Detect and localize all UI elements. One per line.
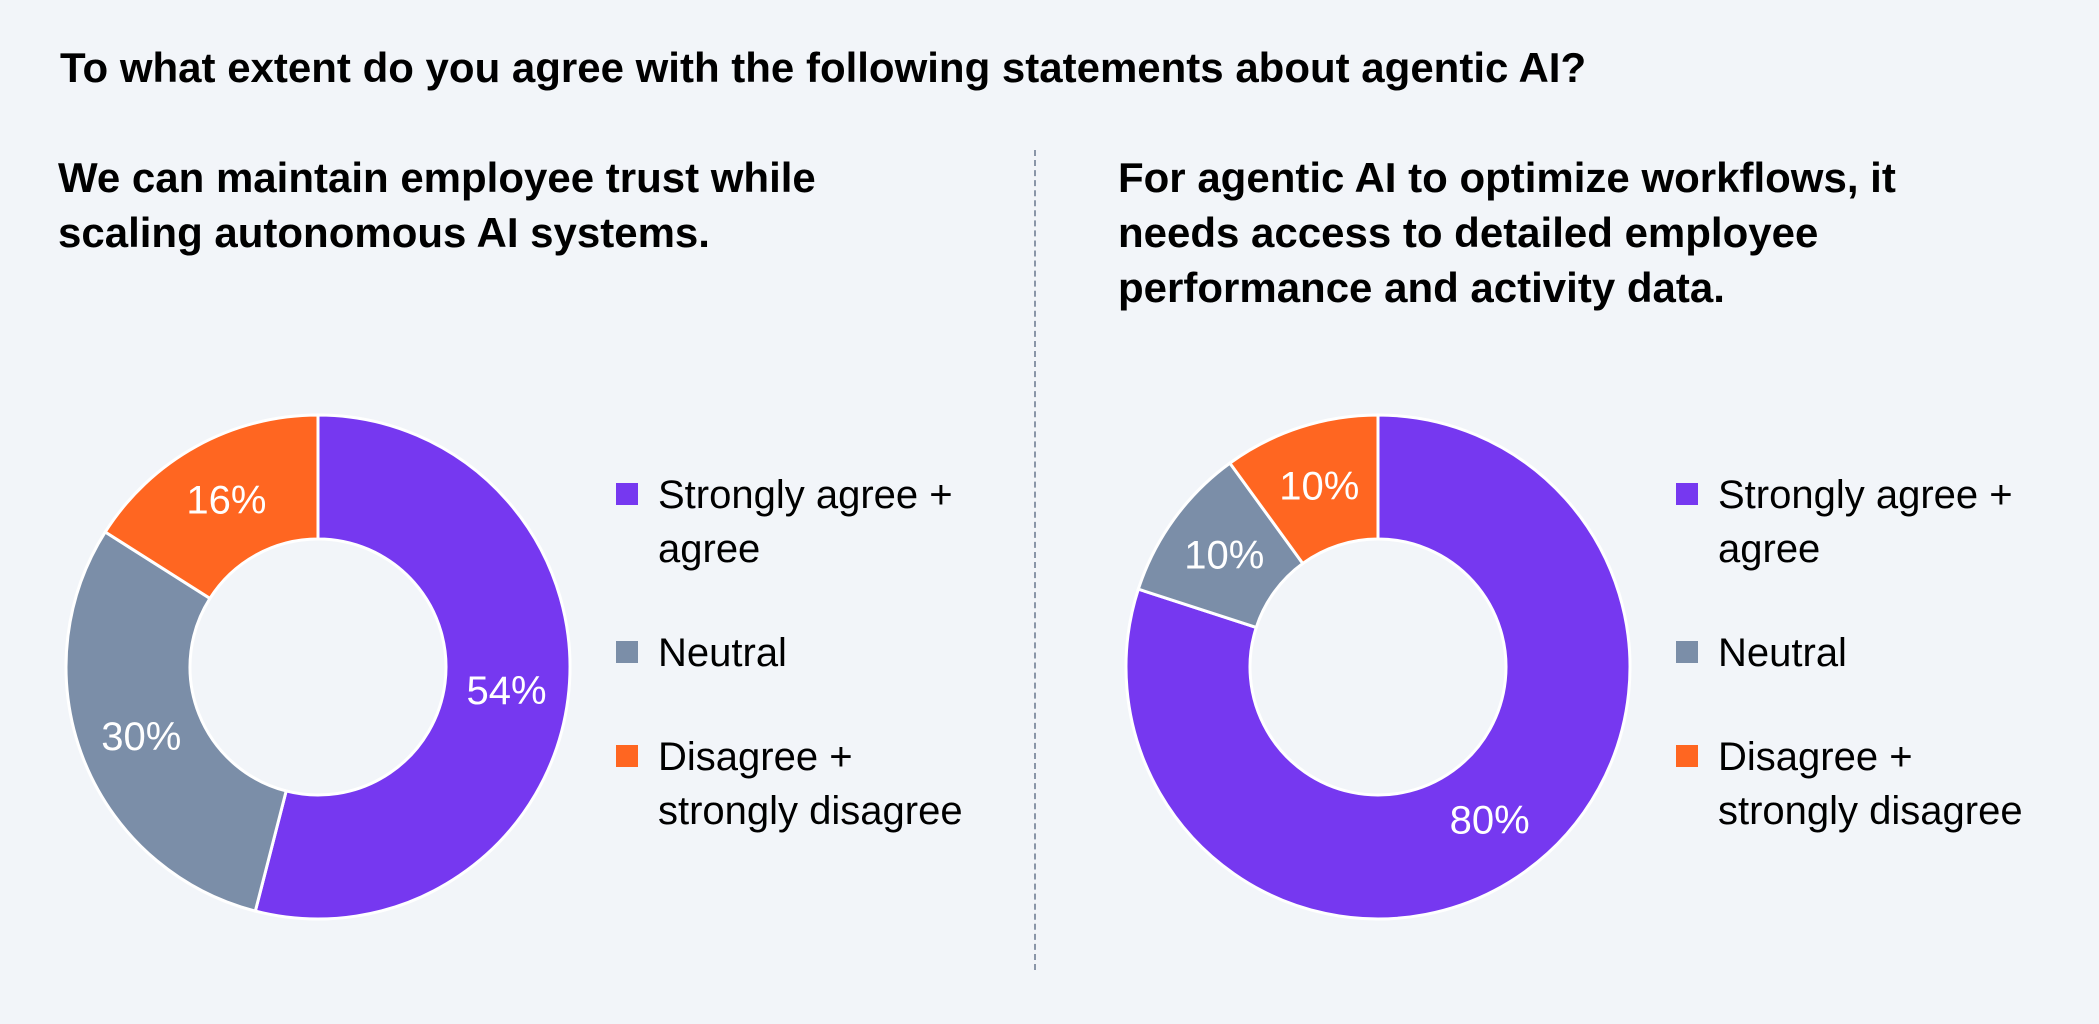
chart-panel-1: We can maintain employee trust while sca… [58,150,1058,1000]
slice-label-strongly-agree-agree: 54% [466,669,546,713]
legend-item-strongly-agree-agree: Strongly agree + agree [616,468,1056,576]
legend-swatch [1676,745,1698,767]
page-title: To what extent do you agree with the fol… [60,44,1587,91]
legend-swatch [616,745,638,767]
donut-slice-disagree-strongly-disagree [103,413,320,601]
legend-label: Neutral [658,631,787,675]
legend-item-neutral: Neutral [616,626,1056,680]
legend-swatch [616,641,638,663]
chart-1-title: We can maintain employee trust while sca… [58,154,816,256]
legend-item-strongly-agree-agree: Strongly agree + agree [1676,468,2099,576]
legend-item-disagree-strongly-disagree: Disagree + strongly disagree [616,730,1056,838]
chart-2-legend: Strongly agree + agree Neutral Disagree + st… [1676,468,2099,838]
legend-label: agree [1718,527,1821,571]
donut-slice-disagree-strongly-disagree [1227,413,1380,566]
legend-label: Disagree + [658,735,853,779]
legend-item-neutral: Neutral [1676,626,2099,680]
slice-label-neutral: 30% [101,715,181,759]
legend-swatch [1676,641,1698,663]
chart-1-legend: Strongly agree + agree Neutral Disagree + st… [616,468,1056,838]
legend-label: strongly disagree [1718,789,2023,833]
slice-label-neutral: 10% [1184,533,1264,577]
donut-chart-2: 80% 10% 10% [1124,413,1632,921]
legend-item-disagree-strongly-disagree: Disagree + strongly disagree [1676,730,2099,838]
donut-slice-strongly-agree-agree [253,413,572,921]
panel-divider [1034,150,1036,970]
slice-label-disagree-strongly-disagree: 10% [1279,464,1359,508]
slice-label-disagree-strongly-disagree: 16% [186,479,266,523]
legend-label: strongly disagree [658,789,963,833]
legend-label: Neutral [1718,631,1847,675]
legend-swatch [616,483,638,505]
donut-slice-strongly-agree-agree [1124,413,1632,921]
legend-label: Strongly agree + [658,473,953,517]
legend-label: Strongly agree + [1718,473,2013,517]
legend-label: Disagree + [1718,735,1913,779]
donut-chart-1: 54% 30% 16% [64,413,572,921]
legend-label: agree [658,527,761,571]
chart-panel-2: For agentic AI to optimize workflows, it… [1118,150,2099,1000]
chart-2-title: For agentic AI to optimize workflows, it… [1118,154,1896,311]
donut-slice-neutral [64,529,288,913]
legend-swatch [1676,483,1698,505]
slice-label-strongly-agree-agree: 80% [1450,799,1530,843]
